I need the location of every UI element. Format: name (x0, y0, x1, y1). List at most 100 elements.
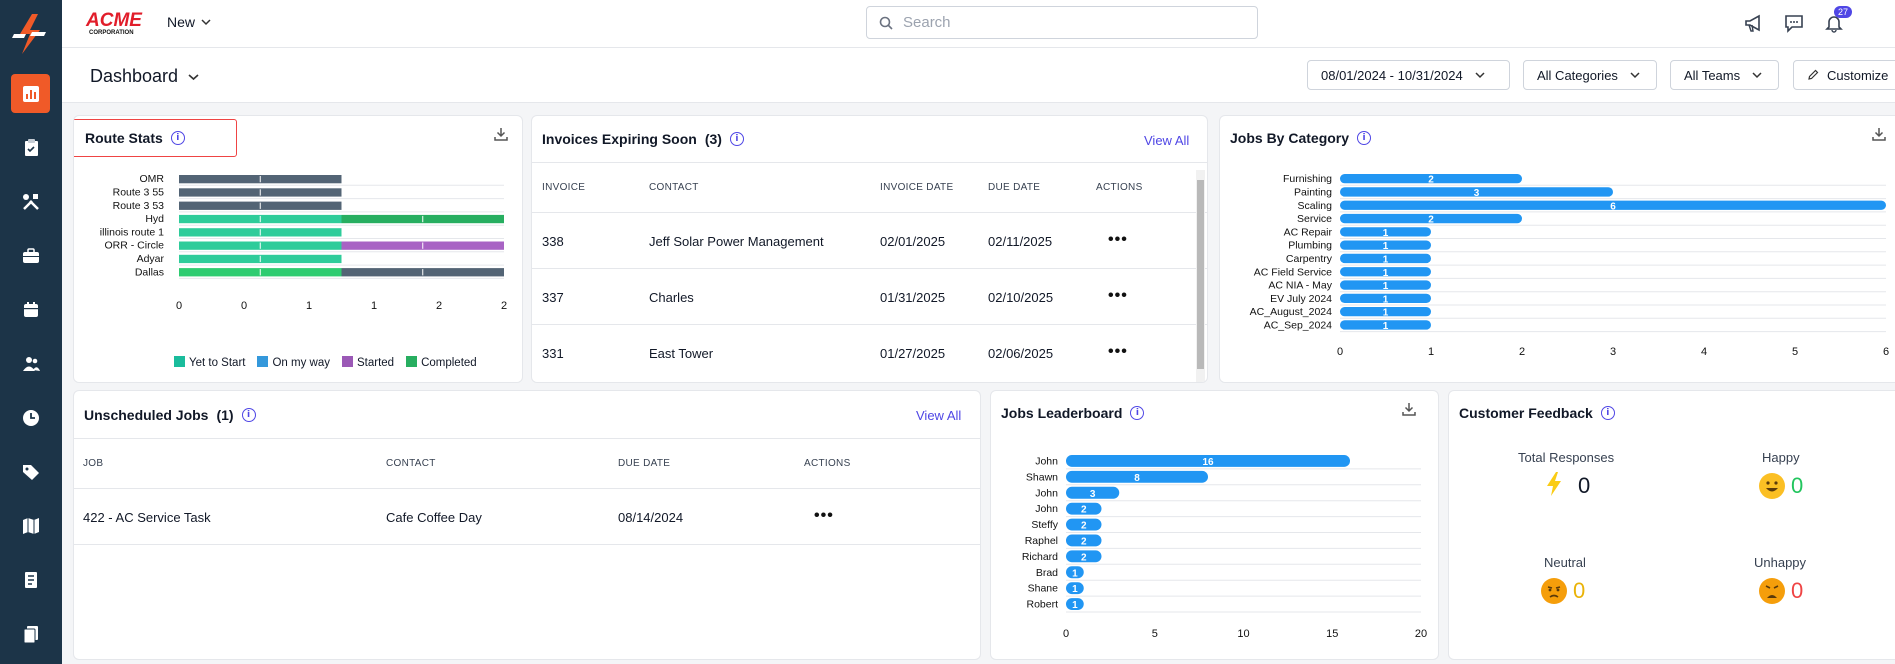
column-header[interactable]: DUE DATE (988, 182, 1041, 193)
bar (1066, 486, 1120, 499)
invoices-view-all-link[interactable]: View All (1144, 133, 1190, 148)
bar (1066, 582, 1084, 595)
info-icon[interactable]: i (1357, 131, 1372, 145)
clock-icon (22, 409, 39, 426)
jobs-by-category-title: Jobs By Category i (1230, 130, 1372, 146)
sidebar-item-jobs[interactable] (11, 128, 50, 167)
unhappy-label: Unhappy (1754, 555, 1807, 570)
legend-item[interactable]: Yet to Start (174, 356, 245, 369)
date-range-filter[interactable]: 08/01/2024 - 10/31/2024 (1307, 60, 1510, 90)
column-header[interactable]: CONTACT (386, 458, 436, 469)
jobs-by-category-chart: Furnishing 2 Painting 3 Scaling 6 Service 2 AC R… (1250, 173, 1889, 358)
invoice-number[interactable]: 338 (542, 234, 564, 249)
categories-filter[interactable]: All Categories (1523, 60, 1657, 90)
sidebar-item-tags[interactable] (11, 452, 50, 491)
notifications-button[interactable]: 27 (1822, 6, 1852, 35)
table-row[interactable]: 337 Charles 01/31/2025 02/10/2025 ••• (532, 269, 1207, 325)
x-tick-label: 1 (1428, 346, 1434, 358)
app-logo-icon[interactable] (10, 12, 50, 56)
bar-value-label: 6 (1610, 201, 1616, 212)
row-actions-button[interactable]: ••• (1108, 231, 1128, 248)
bar-value-label: 1 (1383, 254, 1389, 265)
sidebar-item-team[interactable] (11, 344, 50, 383)
scrollbar-thumb[interactable] (1197, 180, 1204, 369)
row-actions-button[interactable]: ••• (1108, 287, 1128, 304)
customize-button[interactable]: Customize (1793, 60, 1895, 90)
acme-logo[interactable]: ACME CORPORATION (84, 8, 148, 36)
bar (1340, 227, 1431, 237)
download-icon[interactable] (493, 126, 509, 142)
y-tick-label: AC_August_2024 (1250, 306, 1332, 318)
dashboard-selector[interactable]: Dashboard (90, 66, 199, 87)
x-tick-label: 10 (1237, 628, 1249, 640)
feedback-title-text: Customer Feedback (1459, 405, 1593, 421)
x-tick-label: 2 (501, 300, 507, 312)
search-input[interactable] (903, 14, 1243, 31)
column-header[interactable]: DUE DATE (618, 458, 671, 469)
y-tick-label: Service (1297, 213, 1332, 225)
y-tick-label: John (1035, 487, 1058, 499)
unscheduled-jobs-card: Unscheduled Jobs (1) i View All JOB CONT… (73, 390, 981, 660)
invoice-date: 02/01/2025 (880, 234, 946, 249)
info-icon[interactable]: i (241, 408, 256, 422)
info-icon[interactable]: i (729, 132, 744, 146)
job-contact[interactable]: Cafe Coffee Day (386, 510, 482, 525)
y-tick-label: AC Field Service (1254, 266, 1332, 278)
route-stats-card: Route Stats i OMR Route 3 55 Route 3 53 Hyd… (73, 115, 523, 383)
sidebar-item-documents[interactable] (11, 614, 50, 653)
row-actions-button[interactable]: ••• (814, 507, 834, 524)
invoice-contact[interactable]: Jeff Solar Power Management (649, 234, 824, 249)
invoices-title-text: Invoices Expiring Soon (542, 131, 697, 147)
x-tick-label: 5 (1152, 628, 1158, 640)
sidebar-item-calendar[interactable] (11, 290, 50, 329)
info-icon[interactable]: i (1130, 406, 1145, 420)
unscheduled-view-all-link[interactable]: View All (916, 408, 962, 423)
invoice-contact[interactable]: East Tower (649, 346, 714, 361)
download-icon[interactable] (1871, 126, 1887, 142)
invoices-scrollbar[interactable] (1196, 170, 1205, 382)
job-name[interactable]: 422 - AC Service Task (83, 510, 211, 525)
column-header[interactable]: INVOICE (542, 182, 586, 193)
invoice-number[interactable]: 337 (542, 290, 564, 305)
y-tick-label: Shawn (1026, 471, 1058, 483)
due-date: 02/10/2025 (988, 290, 1054, 305)
announcements-button[interactable] (1742, 11, 1766, 35)
sidebar-item-map[interactable] (11, 506, 50, 545)
legend-item[interactable]: Completed (406, 356, 477, 369)
download-icon[interactable] (1401, 401, 1417, 417)
column-header[interactable]: ACTIONS (1096, 182, 1143, 193)
unhappy-face-icon (1759, 578, 1785, 604)
y-tick-label: ORR - Circle (105, 240, 165, 252)
column-header[interactable]: JOB (83, 458, 104, 469)
sidebar-item-reports[interactable] (11, 74, 50, 113)
new-dropdown[interactable]: New (167, 14, 211, 30)
teams-filter[interactable]: All Teams (1670, 60, 1779, 90)
invoice-contact[interactable]: Charles (649, 290, 694, 305)
bar-value-label: 1 (1383, 268, 1389, 279)
search-box[interactable] (866, 6, 1258, 39)
sidebar-item-tools[interactable] (11, 182, 50, 221)
legend-item[interactable]: Started (342, 356, 394, 369)
info-icon[interactable]: i (1600, 406, 1615, 420)
bar (1340, 307, 1431, 317)
invoice-number[interactable]: 331 (542, 346, 564, 361)
bar-value-label: 2 (1081, 521, 1087, 532)
legend-item[interactable]: On my way (257, 356, 330, 369)
column-header[interactable]: INVOICE DATE (880, 182, 954, 193)
sidebar-item-briefcase[interactable] (11, 236, 50, 275)
sidebar-item-clock[interactable] (11, 398, 50, 437)
y-tick-label: AC NIA - May (1268, 280, 1332, 292)
table-row[interactable]: 338 Jeff Solar Power Management 02/01/20… (532, 213, 1207, 269)
column-header[interactable]: ACTIONS (804, 458, 851, 469)
row-actions-button[interactable]: ••• (1108, 343, 1128, 360)
info-icon[interactable]: i (170, 131, 185, 145)
unhappy-value: 0 (1791, 578, 1804, 603)
sidebar-item-invoices[interactable] (11, 560, 50, 599)
table-row[interactable]: 331 East Tower 01/27/2025 02/06/2025 ••• (532, 325, 1207, 381)
table-row[interactable]: 422 - AC Service Task Cafe Coffee Day 08… (74, 489, 980, 545)
bar-value-label: 1 (1383, 241, 1389, 252)
messages-button[interactable] (1782, 11, 1806, 35)
y-tick-label: Route 3 55 (113, 186, 165, 198)
column-header[interactable]: CONTACT (649, 182, 699, 193)
bar (1340, 174, 1522, 184)
